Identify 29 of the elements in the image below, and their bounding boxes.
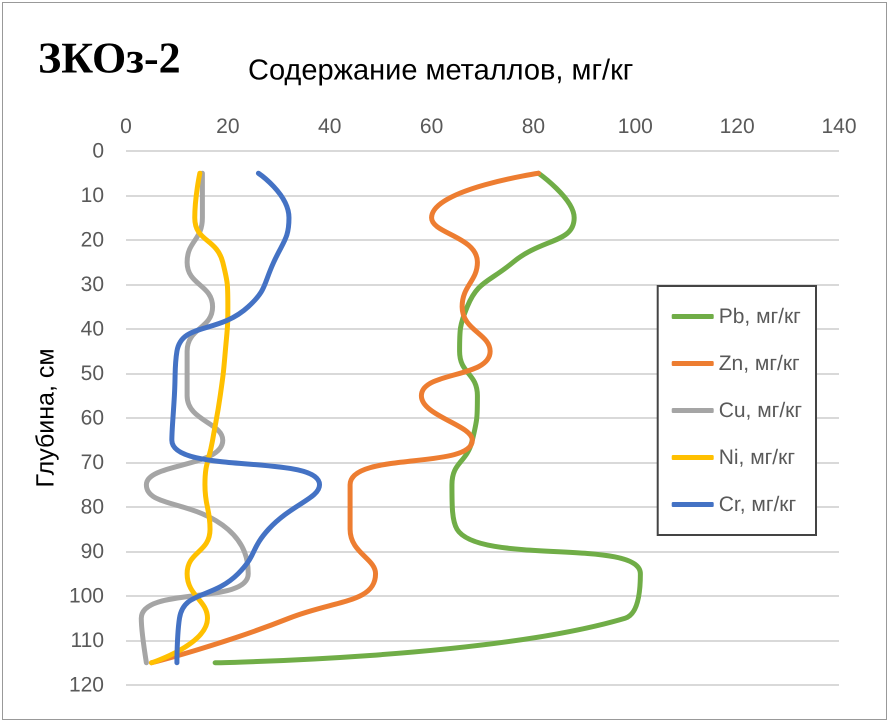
x-tick-label: 60 xyxy=(420,115,444,138)
x-axis-title: Содержание металлов, мг/кг xyxy=(248,54,634,86)
chart-title: ЗКОз-2 xyxy=(38,34,181,82)
y-tick-label: 50 xyxy=(80,362,104,385)
y-tick-label: 100 xyxy=(68,584,104,608)
legend-label: Ni, мг/кг xyxy=(718,446,796,469)
legend-label: Zn, мг/кг xyxy=(718,352,800,375)
y-tick-label: 10 xyxy=(80,184,104,207)
y-tick-label: 70 xyxy=(80,451,104,474)
x-tick-label: 100 xyxy=(618,115,653,138)
y-tick-label: 40 xyxy=(80,318,104,340)
y-tick-label: 30 xyxy=(80,273,104,296)
x-tick-label: 80 xyxy=(522,115,546,138)
y-tick-label: 120 xyxy=(68,674,104,696)
y-tick-label: 80 xyxy=(80,496,104,518)
x-tick-label: 40 xyxy=(318,115,342,138)
x-tick-label: 140 xyxy=(821,115,857,138)
y-tick-label: 20 xyxy=(80,228,104,252)
y-tick-label: 110 xyxy=(70,629,104,652)
x-tick-label: 0 xyxy=(120,115,132,138)
y-tick-label: 0 xyxy=(92,140,104,162)
y-axis-title: Глубина, см xyxy=(32,348,60,488)
legend-label: Cu, мг/кг xyxy=(718,399,802,422)
x-tick-label: 20 xyxy=(216,115,240,138)
legend-label: Pb, мг/кг xyxy=(718,305,802,328)
y-tick-label: 60 xyxy=(80,406,104,430)
legend-label: Cr, мг/кг xyxy=(718,493,796,516)
x-tick-label: 120 xyxy=(720,115,755,138)
y-tick-label: 90 xyxy=(80,540,104,563)
